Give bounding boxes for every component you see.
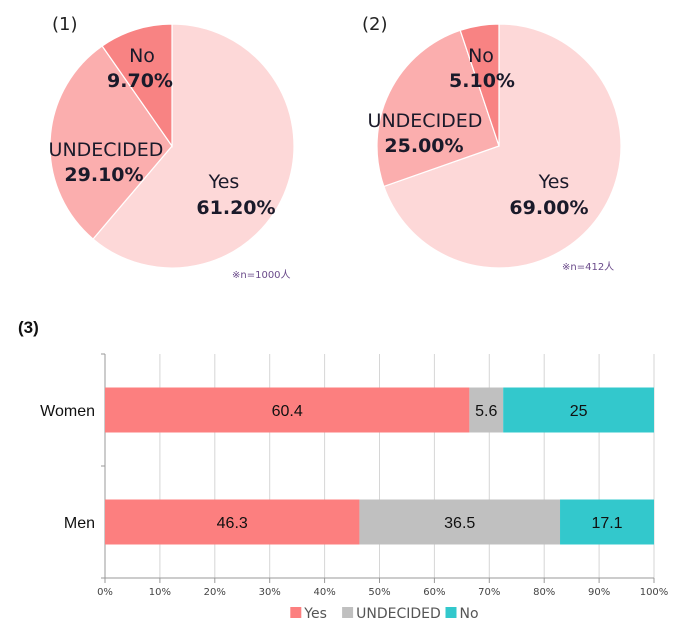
data-label-men-yes: 46.3 bbox=[217, 515, 248, 532]
pie-2-sample-note: ※n=412人 bbox=[562, 261, 614, 273]
bar-chart-title: (3) bbox=[18, 318, 39, 337]
legend-swatch-no bbox=[445, 607, 457, 618]
pie-2-value-yes: 69.00% bbox=[509, 197, 588, 219]
pie-chart-1: (1) Yes 61.20% UNDECIDED 29.10% No 9.70%… bbox=[49, 14, 295, 281]
pie-2-value-undecided: 25.00% bbox=[384, 135, 463, 157]
pie-1-label-no: No bbox=[129, 45, 155, 67]
x-tick-label: 0% bbox=[97, 587, 113, 598]
x-tick-label: 80% bbox=[533, 587, 555, 598]
pie-2-title: (2) bbox=[362, 14, 388, 35]
data-label-women-no: 25 bbox=[570, 403, 588, 420]
pie-1-slice-yes bbox=[92, 23, 295, 269]
legend-label-undecided: UNDECIDED bbox=[356, 606, 441, 622]
data-label-women-yes: 60.4 bbox=[272, 403, 303, 420]
x-tick-label: 20% bbox=[204, 587, 226, 598]
pie-1-sample-note: ※n=1000人 bbox=[232, 269, 291, 281]
category-label-men: Men bbox=[64, 515, 95, 532]
x-tick-label: 30% bbox=[259, 587, 281, 598]
pie-1-value-no: 9.70% bbox=[107, 70, 173, 92]
pie-1-title: (1) bbox=[52, 14, 78, 35]
x-tick-label: 40% bbox=[313, 587, 335, 598]
pie-2-slice-yes bbox=[383, 23, 622, 269]
x-tick-label: 90% bbox=[588, 587, 610, 598]
pie-1-slice-no bbox=[101, 23, 173, 148]
bar-women-yes bbox=[105, 387, 470, 433]
legend-label-no: No bbox=[460, 606, 479, 622]
bar-men-no bbox=[560, 499, 654, 545]
pie-1-label-undecided: UNDECIDED bbox=[49, 139, 164, 161]
pie-2-slice-undecided bbox=[376, 29, 500, 188]
pie-chart-2: (2) Yes 69.00% UNDECIDED 25.00% No 5.10%… bbox=[362, 14, 622, 273]
pie-2-value-no: 5.10% bbox=[449, 70, 515, 92]
pie-1-value-yes: 61.20% bbox=[196, 197, 275, 219]
pie-1-slice-undecided bbox=[49, 45, 173, 240]
pie-2-label-yes: Yes bbox=[538, 171, 570, 193]
pie-1-value-undecided: 29.10% bbox=[64, 164, 143, 186]
bar-women-undecided bbox=[469, 387, 504, 433]
bar-men-yes bbox=[105, 499, 360, 545]
data-label-men-undecided: 36.5 bbox=[444, 515, 475, 532]
x-tick-label: 60% bbox=[423, 587, 445, 598]
x-tick-label: 100% bbox=[640, 587, 669, 598]
x-tick-label: 50% bbox=[368, 587, 390, 598]
data-label-men-no: 17.1 bbox=[591, 515, 622, 532]
pie-1-label-yes: Yes bbox=[208, 171, 240, 193]
bar-women-no bbox=[503, 387, 654, 433]
x-tick-label: 70% bbox=[478, 587, 500, 598]
legend-label-yes: Yes bbox=[303, 606, 327, 622]
pie-2-slice-no bbox=[459, 23, 500, 147]
bar-men-undecided bbox=[359, 499, 561, 545]
legend-swatch-yes bbox=[290, 607, 302, 618]
category-label-women: Women bbox=[40, 403, 95, 420]
legend-swatch-undecided bbox=[342, 607, 354, 618]
pie-2-label-no: No bbox=[468, 45, 494, 67]
data-label-women-undecided: 5.6 bbox=[475, 403, 497, 420]
pie-2-label-undecided: UNDECIDED bbox=[368, 110, 483, 132]
stacked-bar-chart: (3) 60.4 5.6 25 46.3 36.5 17.1 Women Men 0% 10%… bbox=[18, 318, 668, 622]
x-tick-label: 10% bbox=[149, 587, 171, 598]
